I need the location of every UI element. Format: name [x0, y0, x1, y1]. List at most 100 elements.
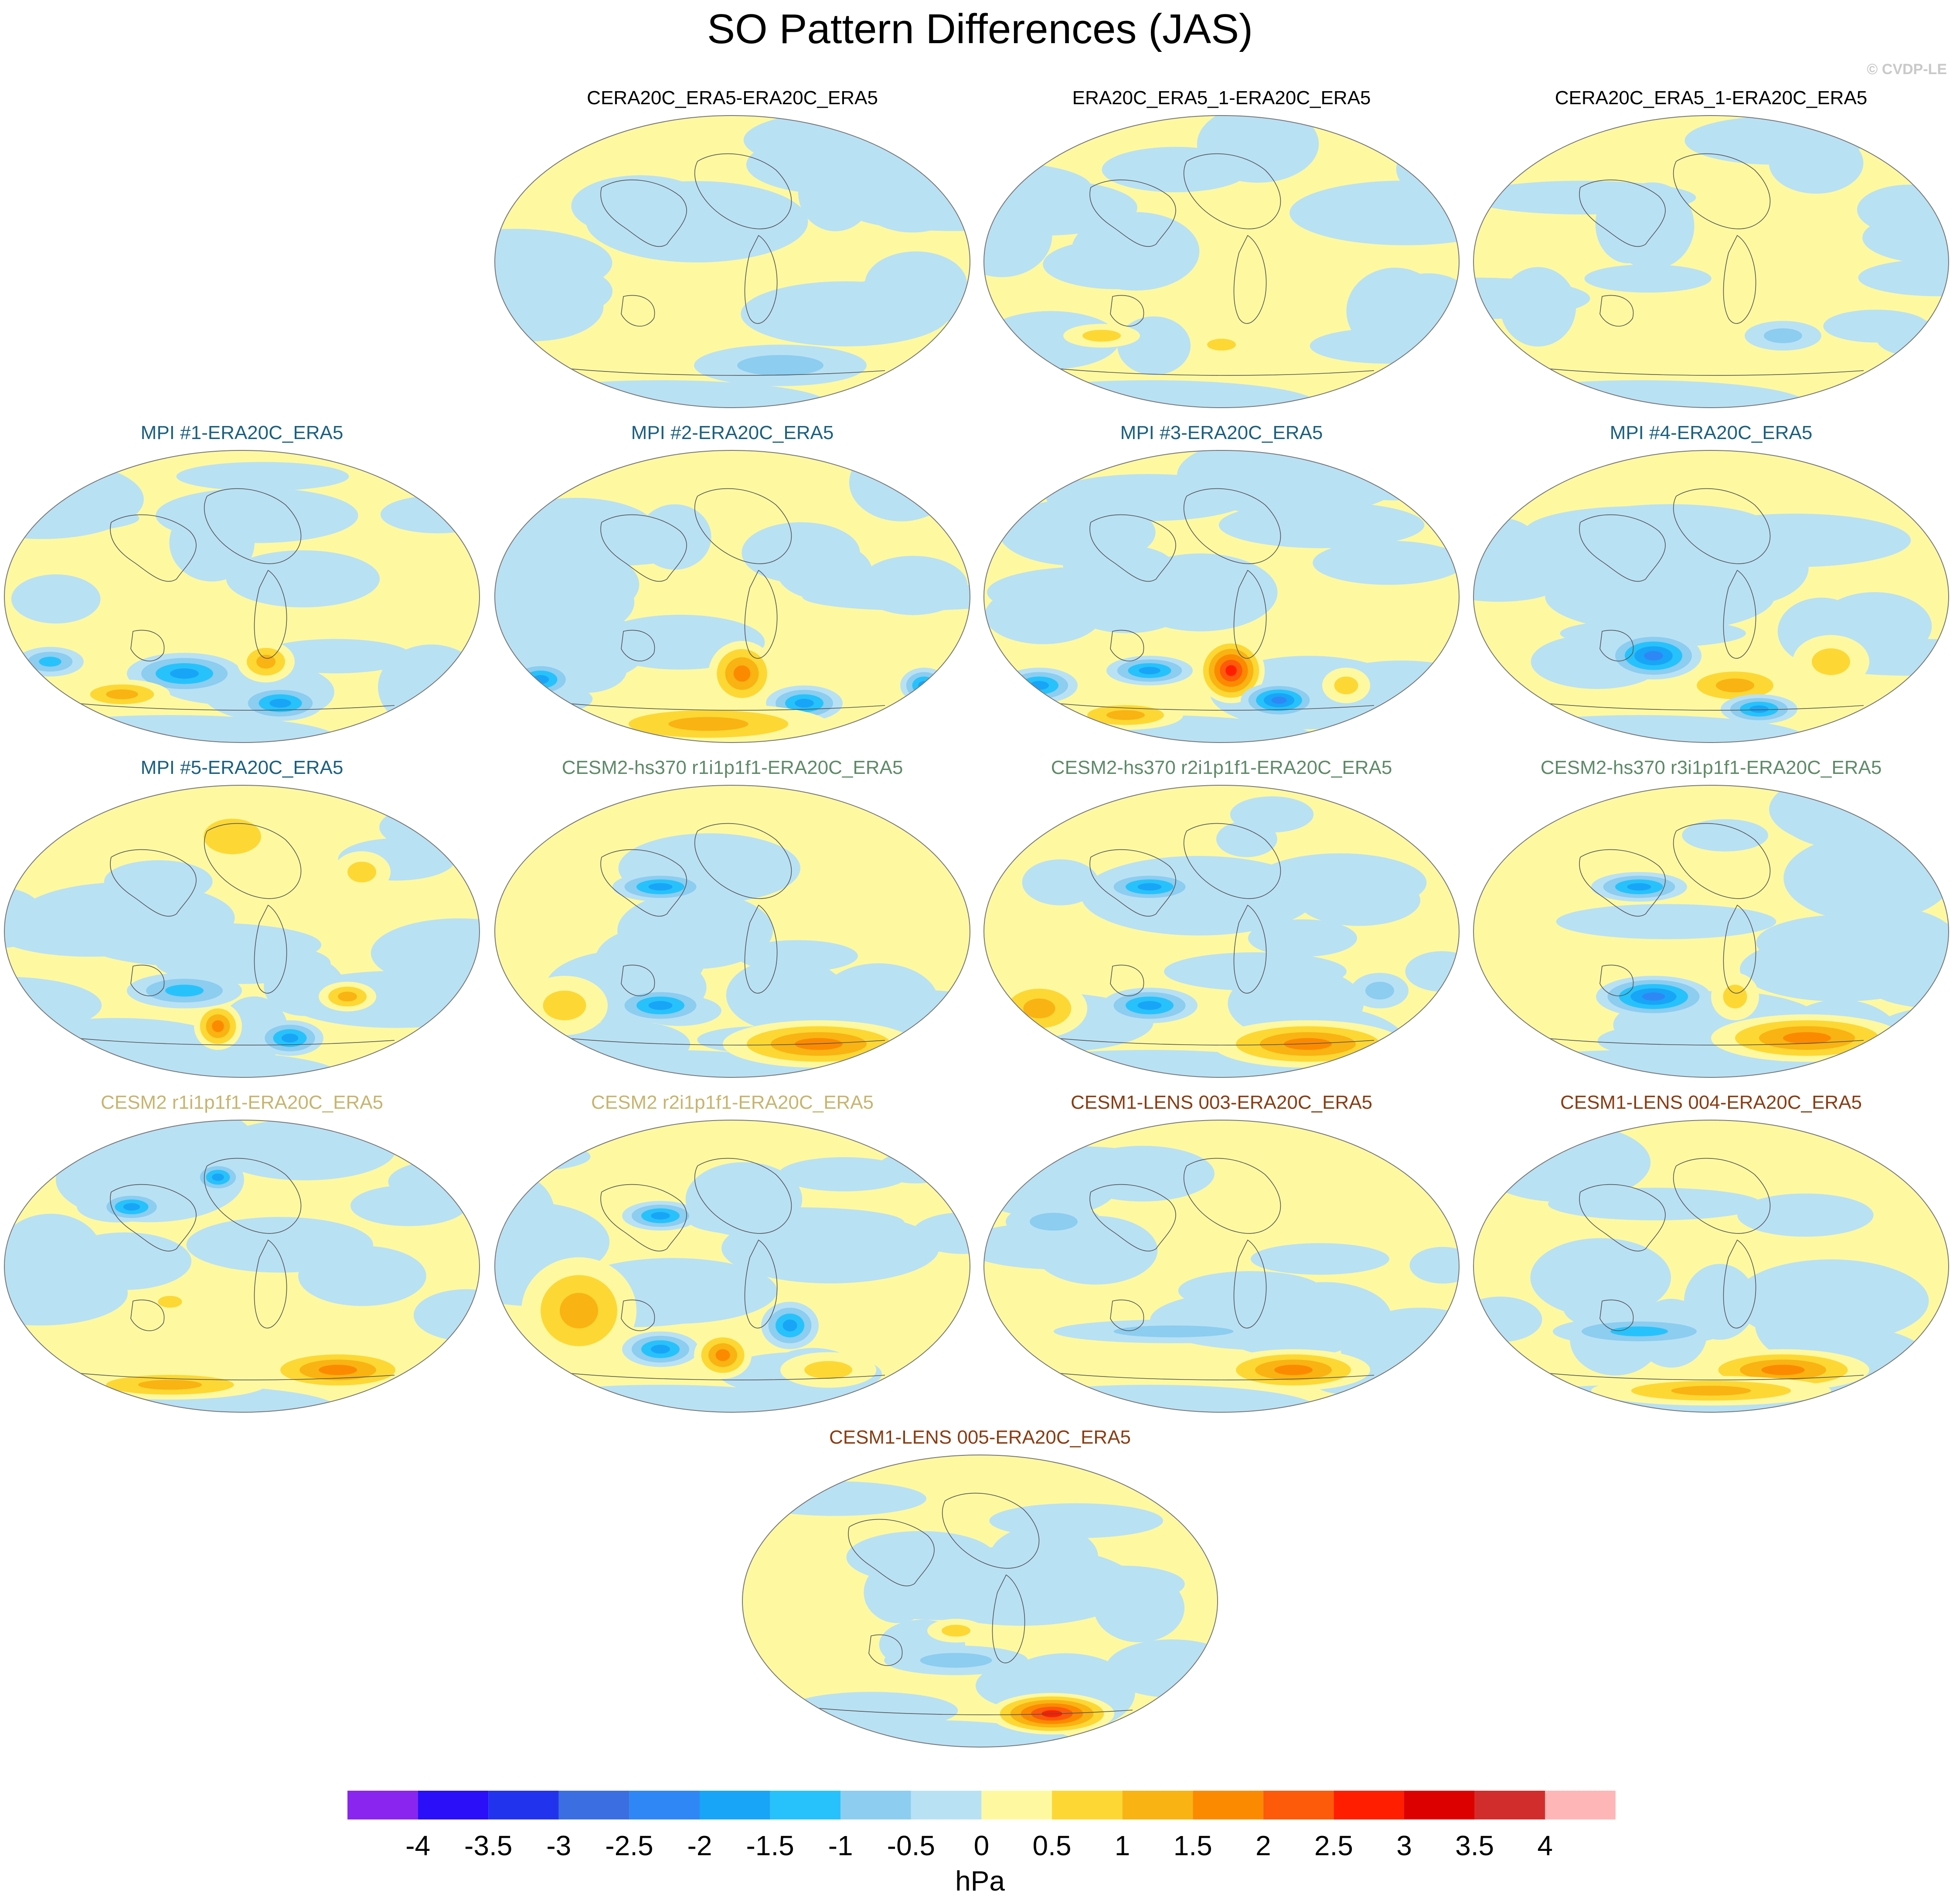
colorbar-tick-label: -0.5: [887, 1830, 935, 1861]
panel-title: CESM2 r2i1p1f1-ERA20C_ERA5: [591, 1092, 874, 1113]
coastline: [1089, 179, 1176, 247]
coastline: [1599, 630, 1634, 661]
colorbar-tick-label: 4: [1537, 1830, 1553, 1861]
colorbar-swatch: [418, 1791, 489, 1819]
anomaly-contour-positive: [1716, 678, 1754, 692]
coastline: [1110, 295, 1144, 327]
panel-title: MPI #1-ERA20C_ERA5: [140, 422, 344, 443]
anomaly-contour-negative: [795, 698, 814, 708]
anomaly-patch-negative: [259, 639, 412, 674]
colorbar-tick-label: 2: [1256, 1830, 1271, 1861]
panel: CESM1-LENS 003-ERA20C_ERA5: [980, 1092, 1463, 1423]
coastline: [600, 514, 687, 582]
coastline: [744, 235, 778, 324]
anomaly-contour-negative: [651, 1345, 670, 1354]
anomaly-contour-positive: [1106, 710, 1145, 720]
anomaly-patch-negative: [1487, 524, 1697, 589]
anomaly-contour-positive: [1761, 1365, 1805, 1375]
coastline: [1723, 1239, 1756, 1329]
coastline: [621, 1299, 655, 1331]
coastline: [1110, 630, 1144, 661]
colorbar-tick-label: -3.5: [464, 1830, 512, 1861]
anomaly-patch-negative: [1250, 1243, 1389, 1275]
coastline: [1723, 235, 1756, 324]
coastline: [1579, 514, 1666, 582]
anomaly-contour-positive: [204, 818, 261, 855]
coastline: [110, 849, 197, 917]
anomaly-patch-negative: [595, 927, 705, 994]
coastline: [1523, 366, 1864, 376]
anomaly-patch-negative: [1290, 181, 1459, 245]
coastline: [204, 823, 302, 899]
colorbar-swatch: [840, 1791, 911, 1819]
panel: CERA20C_ERA5-ERA20C_ERA5: [490, 87, 974, 419]
coastline: [204, 488, 302, 564]
anomaly-patch-negative: [779, 1157, 909, 1192]
panel: MPI #4-ERA20C_ERA5: [1469, 422, 1953, 753]
anomaly-contour-positive: [106, 689, 138, 699]
panel-title: ERA20C_ERA5_1-ERA20C_ERA5: [1072, 87, 1371, 109]
coastline: [1579, 179, 1666, 247]
colorbar-tick-label: 0.5: [1033, 1830, 1072, 1861]
map-outline: [494, 1120, 970, 1413]
coastline: [621, 295, 655, 327]
anomaly-patch-negative: [990, 1525, 1099, 1589]
coastline: [1089, 849, 1176, 917]
coastline: [1233, 235, 1267, 324]
anomaly-patch-negative: [4, 1236, 99, 1321]
colorbar-swatch: [1404, 1791, 1475, 1819]
colorbar-tick-label: 0: [974, 1830, 990, 1861]
anomaly-patch-negative: [1313, 541, 1459, 585]
anomaly-patch-negative: [1862, 211, 1949, 264]
map-outline: [983, 450, 1460, 743]
anomaly-contour-positive: [1615, 312, 1711, 342]
map-outline: [742, 1455, 1218, 1748]
map-outline: [983, 115, 1460, 408]
coastline: [1089, 1184, 1176, 1252]
anomaly-contour-positive: [319, 1365, 357, 1375]
anomaly-contour-negative: [1271, 696, 1287, 704]
panel-title: CESM1-LENS 004-ERA20C_ERA5: [1560, 1092, 1862, 1113]
map-outline: [494, 450, 970, 743]
anomaly-contour-positive: [1274, 1365, 1313, 1375]
anomaly-patch-negative: [638, 504, 711, 570]
colorbar-swatch: [488, 1791, 559, 1819]
anomaly-contour-negative: [1137, 1001, 1162, 1010]
map: [494, 1120, 970, 1413]
coastline: [130, 630, 165, 661]
coastline: [254, 904, 287, 994]
anomaly-contour-positive: [560, 1293, 598, 1329]
map-outline: [1473, 785, 1949, 1078]
map-outline: [494, 785, 970, 1078]
anomaly-patch-negative: [1405, 951, 1459, 992]
colorbar-swatch: [1334, 1791, 1404, 1819]
colorbar-tick-label: 3: [1396, 1830, 1412, 1861]
anomaly-patch-negative: [1248, 919, 1357, 957]
anomaly-patch-negative: [1071, 212, 1200, 291]
anomaly-patch-negative: [226, 550, 380, 608]
anomaly-contour-positive: [138, 1380, 202, 1390]
anomaly-contour-positive: [1723, 985, 1747, 1008]
anomaly-patch-negative: [1102, 146, 1249, 192]
colorbar-tick-label: -2.5: [605, 1830, 653, 1861]
anomaly-contour-positive: [256, 654, 276, 669]
anomaly-contour-negative: [1610, 1326, 1668, 1336]
anomaly-contour-negative: [648, 883, 673, 891]
panel-title: CESM2-hs370 r2i1p1f1-ERA20C_ERA5: [1051, 757, 1392, 778]
anomaly-contour-negative: [737, 355, 823, 376]
coastline: [1599, 964, 1634, 996]
anomaly-patch-negative: [1610, 182, 1695, 269]
coastline: [621, 964, 655, 996]
anomaly-contour-positive: [715, 1349, 730, 1361]
anomaly-contour-negative: [1749, 705, 1769, 713]
coastline: [1673, 153, 1771, 229]
figure-title: SO Pattern Differences (JAS): [707, 6, 1253, 52]
coastline: [621, 630, 655, 661]
map-outline: [1473, 450, 1949, 743]
anomaly-patch-negative: [1062, 545, 1173, 584]
anomaly-patch-negative: [4, 903, 190, 957]
anomaly-contour-negative: [1627, 883, 1651, 891]
coastline: [1599, 295, 1634, 327]
map: [494, 785, 970, 1078]
